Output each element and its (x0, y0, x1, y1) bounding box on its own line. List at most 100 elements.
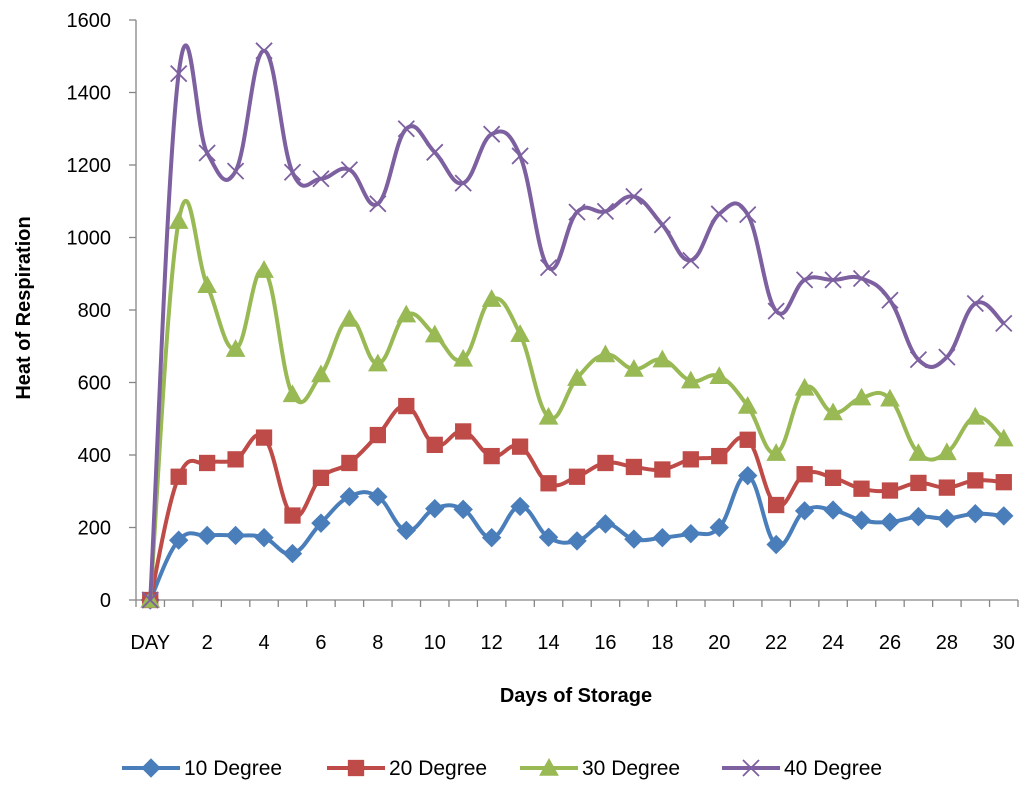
x-tick-label: 24 (822, 632, 844, 654)
data-point (483, 125, 501, 143)
data-point (880, 512, 900, 532)
data-point (709, 366, 730, 385)
data-point (311, 364, 331, 383)
x-tick-label: 2 (202, 632, 213, 654)
y-tick-label: 1200 (67, 155, 112, 177)
data-point (339, 486, 360, 507)
x-tick-label: 12 (481, 632, 503, 654)
data-point (624, 359, 644, 377)
x-tick-label: 26 (879, 632, 901, 654)
data-point (538, 406, 559, 425)
data-point (170, 65, 188, 83)
x-tick-label: 30 (993, 632, 1015, 654)
x-tick-label: 20 (708, 632, 730, 654)
data-point (311, 513, 331, 533)
legend-marker (742, 759, 760, 777)
legend-label: 10 Degree (184, 757, 282, 780)
data-point (227, 451, 244, 468)
data-point (908, 506, 929, 527)
series-30-degree (140, 199, 1014, 608)
data-point (766, 443, 787, 461)
data-point (682, 451, 699, 468)
x-tick-label: 28 (936, 632, 958, 654)
data-point (483, 447, 500, 465)
data-point (768, 496, 785, 514)
data-point (995, 314, 1013, 333)
x-tick-label: 22 (765, 632, 787, 654)
legend-item-10-degree: 10 Degree (122, 757, 282, 780)
data-point (938, 479, 956, 496)
data-point (625, 458, 643, 476)
legend-marker (347, 759, 365, 777)
data-point (339, 309, 360, 327)
data-point (340, 161, 359, 179)
legend-item-20-degree: 20 Degree (327, 757, 487, 780)
data-point (369, 426, 386, 444)
data-point (510, 324, 530, 342)
data-point (596, 202, 615, 221)
data-point (796, 466, 813, 483)
data-point (426, 436, 443, 454)
data-point (852, 269, 871, 288)
data-point (739, 206, 757, 224)
data-point (254, 260, 274, 278)
x-tick-label: 14 (537, 632, 559, 654)
data-point (937, 508, 957, 529)
data-point (910, 474, 927, 492)
data-point (312, 469, 330, 486)
data-point (197, 275, 217, 294)
data-point (568, 203, 586, 221)
data-point (453, 348, 474, 367)
data-point (682, 251, 700, 269)
x-axis-tick-labels: DAY 2 4 6 8 10 12 14 16 18 20 22 24 26 28 30 (130, 600, 1019, 654)
y-tick-label: 1000 (67, 228, 112, 250)
legend-item-30-degree: 30 Degree (520, 757, 680, 780)
data-point (681, 523, 701, 544)
y-tick-label: 400 (78, 445, 111, 467)
data-point (823, 402, 843, 421)
data-point (425, 498, 445, 519)
data-point (994, 506, 1014, 526)
data-point (794, 501, 815, 521)
data-point (510, 496, 530, 517)
data-point (170, 468, 187, 485)
data-point (567, 368, 587, 386)
legend-marker (141, 758, 161, 778)
legend: 10 Degree 20 Degree 30 Degree 40 Degree (122, 757, 882, 780)
data-point (909, 351, 928, 369)
data-point (711, 447, 728, 465)
data-point (851, 510, 872, 530)
data-point (168, 211, 189, 229)
data-point (625, 187, 643, 206)
data-point (481, 527, 502, 548)
data-point (254, 527, 274, 548)
x-axis-title: Days of Storage (500, 685, 652, 707)
data-point (396, 304, 417, 323)
data-point (965, 504, 986, 524)
data-point (767, 302, 785, 320)
data-point (511, 438, 529, 455)
data-point (823, 500, 843, 520)
data-point (881, 482, 899, 499)
data-point (168, 530, 189, 550)
data-point (226, 162, 245, 180)
data-point (908, 443, 929, 461)
data-point (198, 144, 216, 162)
data-point (481, 289, 502, 307)
data-point (197, 525, 217, 546)
data-point (453, 499, 473, 520)
y-tick-label: 1600 (67, 10, 112, 32)
data-point (225, 525, 246, 546)
data-point (255, 429, 273, 446)
data-point (880, 388, 900, 407)
legend-label: 20 Degree (389, 757, 487, 780)
data-point (284, 507, 301, 524)
series-40-degree (141, 42, 1013, 609)
data-point (937, 442, 957, 461)
data-point (595, 344, 616, 363)
data-point (794, 377, 815, 396)
data-point (766, 534, 786, 555)
data-point (881, 291, 899, 309)
